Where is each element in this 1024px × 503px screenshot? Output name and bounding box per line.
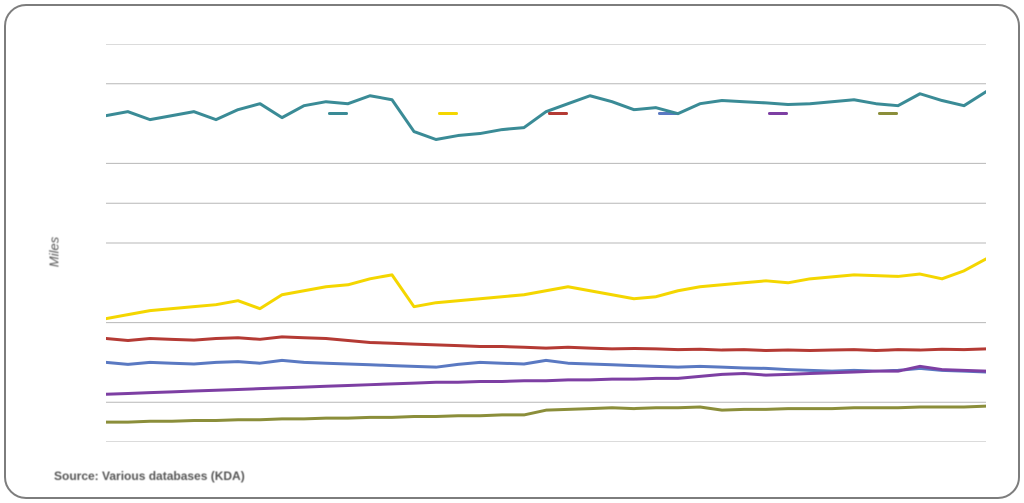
- source-text: Source: Various databases (KDA): [54, 469, 245, 483]
- y-axis-label: Miles: [47, 236, 62, 266]
- series-line-series_blue: [106, 360, 986, 372]
- series-line-series_red: [106, 337, 986, 351]
- chart-frame: Miles Source: Various databases (KDA): [4, 4, 1020, 499]
- series-line-series_yellow: [106, 259, 986, 319]
- series-line-series_purple: [106, 366, 986, 394]
- chart-plot: [106, 44, 986, 442]
- series-line-series_olive: [106, 406, 986, 422]
- series-line-series_teal: [106, 92, 986, 140]
